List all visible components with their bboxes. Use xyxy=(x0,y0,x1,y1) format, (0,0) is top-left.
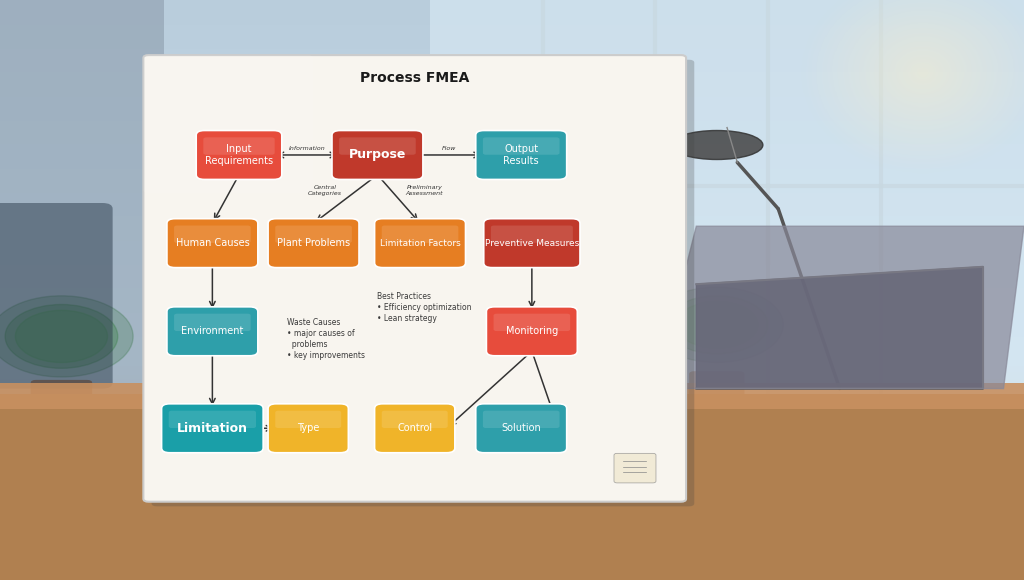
FancyBboxPatch shape xyxy=(174,314,251,331)
Circle shape xyxy=(650,287,783,362)
FancyBboxPatch shape xyxy=(167,219,258,267)
Circle shape xyxy=(666,296,768,354)
FancyBboxPatch shape xyxy=(143,55,686,502)
Text: Best Practices
• Efficiency optimization
• Lean strategy: Best Practices • Efficiency optimization… xyxy=(378,292,472,323)
FancyBboxPatch shape xyxy=(0,394,1024,580)
Text: Limitation: Limitation xyxy=(177,422,248,435)
Text: Output
Results: Output Results xyxy=(504,144,539,166)
Text: Process FMEA: Process FMEA xyxy=(360,71,469,85)
Text: Preventive Measures: Preventive Measures xyxy=(484,238,579,248)
FancyBboxPatch shape xyxy=(339,137,416,155)
Text: Control: Control xyxy=(397,423,432,433)
FancyBboxPatch shape xyxy=(375,219,466,267)
Text: Type: Type xyxy=(297,423,319,433)
Ellipse shape xyxy=(671,130,763,160)
Text: Flow: Flow xyxy=(442,146,457,151)
Text: Input
Requirements: Input Requirements xyxy=(205,144,273,166)
FancyBboxPatch shape xyxy=(494,314,570,331)
FancyBboxPatch shape xyxy=(0,203,113,389)
FancyBboxPatch shape xyxy=(174,226,251,243)
Text: Solution: Solution xyxy=(502,423,541,433)
Text: Monitoring: Monitoring xyxy=(506,327,558,336)
FancyBboxPatch shape xyxy=(0,383,1024,409)
FancyBboxPatch shape xyxy=(483,411,559,428)
FancyBboxPatch shape xyxy=(0,0,164,418)
Circle shape xyxy=(0,296,133,377)
Circle shape xyxy=(5,304,118,368)
Text: Plant Problems: Plant Problems xyxy=(276,238,350,248)
FancyBboxPatch shape xyxy=(268,404,348,453)
FancyBboxPatch shape xyxy=(169,411,256,428)
FancyBboxPatch shape xyxy=(483,219,580,267)
FancyBboxPatch shape xyxy=(476,404,566,453)
FancyBboxPatch shape xyxy=(31,380,92,420)
Polygon shape xyxy=(696,267,983,389)
FancyBboxPatch shape xyxy=(382,411,447,428)
FancyBboxPatch shape xyxy=(197,130,282,179)
FancyBboxPatch shape xyxy=(490,226,572,243)
FancyBboxPatch shape xyxy=(167,307,258,356)
Text: Waste Causes
• major causes of
  problems
• key improvements: Waste Causes • major causes of problems … xyxy=(287,318,365,360)
Polygon shape xyxy=(655,226,1024,389)
Circle shape xyxy=(676,302,758,348)
FancyBboxPatch shape xyxy=(689,371,744,409)
Text: Environment: Environment xyxy=(181,327,244,336)
FancyBboxPatch shape xyxy=(275,226,352,243)
FancyBboxPatch shape xyxy=(486,307,578,356)
FancyBboxPatch shape xyxy=(332,130,423,179)
FancyBboxPatch shape xyxy=(268,219,359,267)
Text: Central
Categories: Central Categories xyxy=(308,185,342,196)
FancyBboxPatch shape xyxy=(275,411,341,428)
FancyBboxPatch shape xyxy=(204,137,274,155)
Circle shape xyxy=(15,310,108,362)
FancyBboxPatch shape xyxy=(483,137,559,155)
FancyBboxPatch shape xyxy=(476,130,566,179)
FancyBboxPatch shape xyxy=(430,0,1024,418)
Text: Preliminary
Assessment: Preliminary Assessment xyxy=(406,185,443,196)
Text: Information: Information xyxy=(289,146,326,151)
Text: Human Causes: Human Causes xyxy=(175,238,249,248)
FancyBboxPatch shape xyxy=(382,226,459,243)
FancyBboxPatch shape xyxy=(162,404,263,453)
Text: Limitation Factors: Limitation Factors xyxy=(380,238,461,248)
FancyBboxPatch shape xyxy=(282,386,579,450)
FancyBboxPatch shape xyxy=(375,404,455,453)
Text: Purpose: Purpose xyxy=(349,148,407,161)
FancyBboxPatch shape xyxy=(143,55,313,193)
FancyBboxPatch shape xyxy=(152,60,694,506)
FancyBboxPatch shape xyxy=(614,454,656,483)
